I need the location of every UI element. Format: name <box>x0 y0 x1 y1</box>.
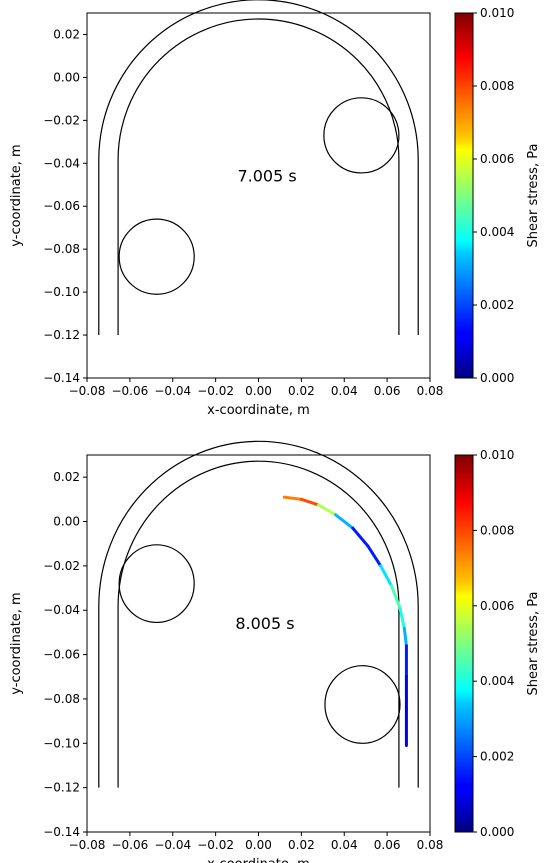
plot-frame <box>86 12 431 379</box>
colorbar-tick-label: 0.000 <box>480 371 514 385</box>
y-tick-label: −0.14 <box>43 371 80 385</box>
y-axis-label: y-coordinate, m <box>9 144 24 246</box>
y-tick-label: −0.08 <box>43 242 80 256</box>
x-tick-label: 0.06 <box>374 384 401 398</box>
x-tick-label: −0.06 <box>111 838 148 852</box>
x-tick-label: 0.06 <box>374 838 401 852</box>
time-annotation: 8.005 s <box>235 614 294 633</box>
x-tick-label: −0.06 <box>111 384 148 398</box>
tube-inner-wall <box>117 460 400 788</box>
panel-2: −0.08 −0.06 −0.04 −0.02 0.00 0.02 0.04 0.06 0.08… <box>9 440 541 863</box>
y-tick-label: −0.04 <box>43 156 80 170</box>
filament-segment <box>379 564 393 588</box>
x-tick-label: −0.04 <box>154 384 191 398</box>
y-axis-label: y-coordinate, m <box>9 592 24 694</box>
x-tick-label: 0.00 <box>245 838 272 852</box>
filament-segment <box>351 526 370 548</box>
filament-segment <box>317 503 338 517</box>
filament-segment <box>402 626 408 648</box>
colorbar-tick-label: 0.004 <box>480 674 514 688</box>
plot-frame <box>86 454 431 833</box>
colorbar-tick-label: 0.004 <box>480 225 514 239</box>
colorbar-tick-label: 0.002 <box>480 298 514 312</box>
filament-segment <box>299 497 321 507</box>
particle-circle-2 <box>324 665 401 744</box>
y-tick-label: −0.08 <box>43 692 80 706</box>
x-tick-label: 0.02 <box>288 838 315 852</box>
y-tick-label: −0.10 <box>43 285 80 299</box>
x-tick-label: −0.08 <box>69 838 106 852</box>
colorbar-tick-label: 0.002 <box>480 750 514 764</box>
x-tick-label: 0.08 <box>417 838 444 852</box>
x-axis-label: x-coordinate, m <box>207 857 310 863</box>
colorbar-tick-label: 0.008 <box>480 79 514 93</box>
y-tick-label: −0.02 <box>43 113 80 127</box>
y-tick-label: 0.02 <box>53 470 80 484</box>
x-tick-label: 0.00 <box>245 384 272 398</box>
x-tick-label: 0.02 <box>288 384 315 398</box>
x-tick-label: 0.04 <box>331 838 358 852</box>
filament-segment <box>398 606 406 630</box>
y-tick-label: −0.12 <box>43 781 80 795</box>
tube-outer-wall <box>98 440 419 788</box>
y-tick-label: −0.02 <box>43 559 80 573</box>
colorbar-tick-label: 0.000 <box>480 825 514 839</box>
time-annotation: 7.005 s <box>237 167 296 186</box>
x-tick-label: 0.04 <box>331 384 358 398</box>
y-tick-label: −0.12 <box>43 328 80 342</box>
y-tick-label: 0.00 <box>53 70 80 84</box>
filament-segment <box>366 544 383 568</box>
y-tick-label: −0.04 <box>43 603 80 617</box>
y-tick-label: −0.10 <box>43 736 80 750</box>
colorbar-tick-label: 0.010 <box>480 6 514 20</box>
y-tick-label: −0.06 <box>43 199 80 213</box>
colorbar-label: Shear stress, Pa <box>526 592 541 696</box>
tube-outer-wall <box>98 0 419 336</box>
y-tick-label: −0.14 <box>43 825 80 839</box>
particle-circle-2 <box>323 97 400 174</box>
colorbar-tick-label: 0.010 <box>480 448 514 462</box>
colorbar-tick-label: 0.008 <box>480 523 514 537</box>
x-tick-label: −0.02 <box>197 838 234 852</box>
y-tick-label: −0.06 <box>43 648 80 662</box>
colorbar-label: Shear stress, Pa <box>526 144 541 248</box>
y-tick-label: 0.02 <box>53 27 80 41</box>
panel-1: −0.08 −0.06 −0.04 −0.02 0.00 0.02 0.04 0.06 0.08… <box>9 0 541 418</box>
x-tick-label: 0.08 <box>417 384 444 398</box>
colorbar <box>454 454 474 833</box>
x-axis-label: x-coordinate, m <box>207 403 310 418</box>
particle-circle-1 <box>118 218 195 295</box>
filament-segment <box>334 513 355 530</box>
colorbar-tick-label: 0.006 <box>480 152 514 166</box>
x-tick-label: −0.04 <box>154 838 191 852</box>
tube-inner-wall <box>117 18 400 336</box>
y-tick-label: 0.00 <box>53 515 80 529</box>
particle-circle-1 <box>118 544 195 624</box>
filament-segment <box>282 495 303 501</box>
x-tick-label: −0.08 <box>69 384 106 398</box>
colorbar-tick-label: 0.006 <box>480 599 514 613</box>
colorbar <box>454 12 474 379</box>
x-tick-label: −0.02 <box>197 384 234 398</box>
filament-segment <box>389 584 402 610</box>
